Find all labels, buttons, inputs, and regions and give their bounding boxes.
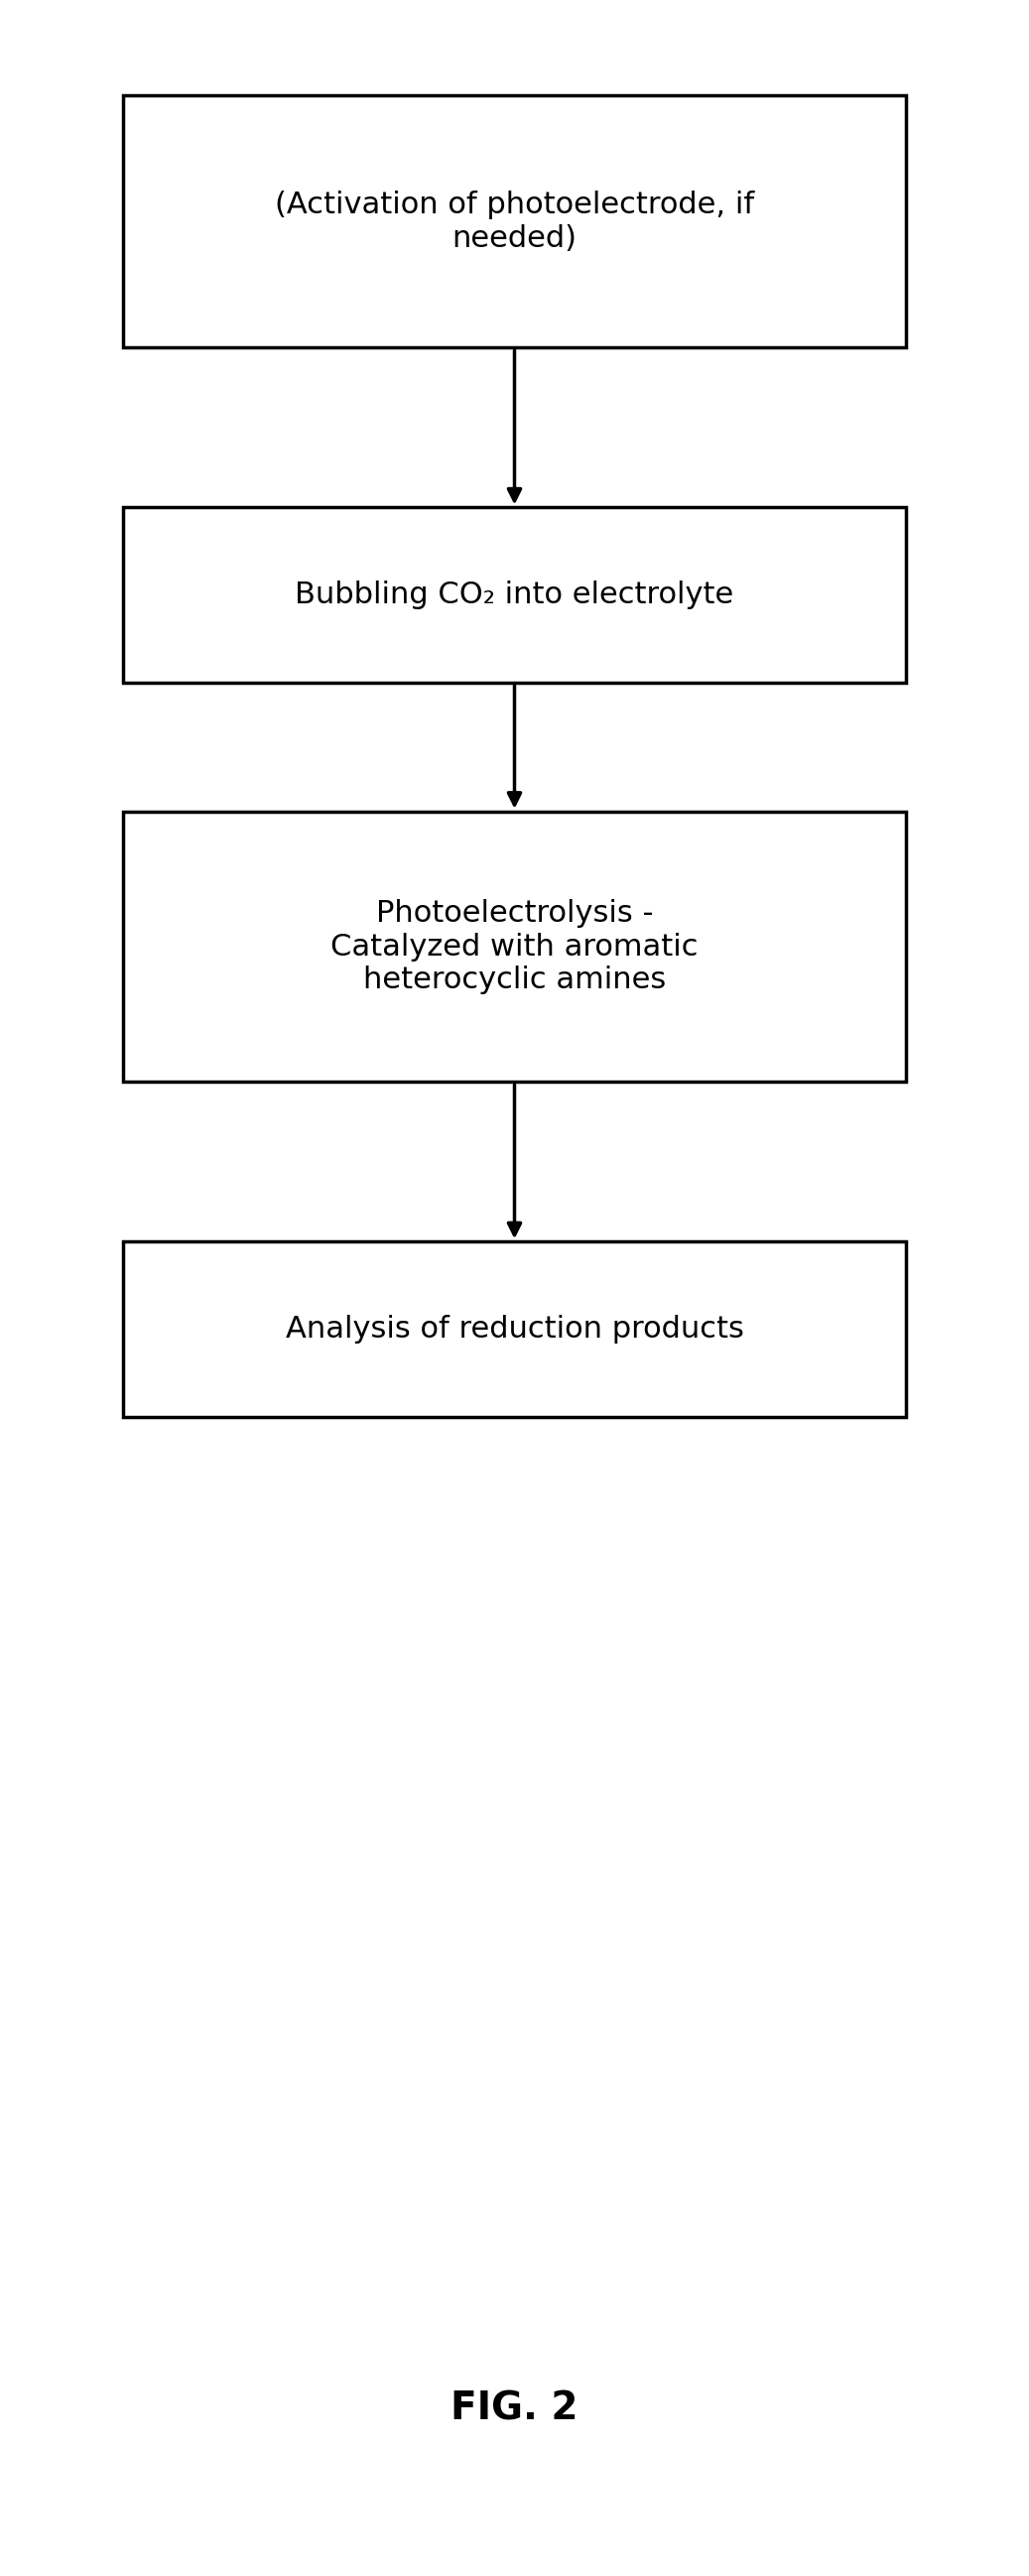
Text: Analysis of reduction products: Analysis of reduction products bbox=[285, 1314, 744, 1345]
FancyBboxPatch shape bbox=[123, 811, 906, 1082]
Text: FIG. 2: FIG. 2 bbox=[451, 2391, 578, 2427]
FancyBboxPatch shape bbox=[123, 95, 906, 348]
FancyBboxPatch shape bbox=[123, 507, 906, 683]
Text: (Activation of photoelectrode, if
needed): (Activation of photoelectrode, if needed… bbox=[275, 191, 754, 252]
FancyBboxPatch shape bbox=[123, 1242, 906, 1417]
Text: Bubbling CO₂ into electrolyte: Bubbling CO₂ into electrolyte bbox=[295, 580, 734, 611]
Text: Photoelectrolysis -
Catalyzed with aromatic
heterocyclic amines: Photoelectrolysis - Catalyzed with aroma… bbox=[330, 899, 699, 994]
